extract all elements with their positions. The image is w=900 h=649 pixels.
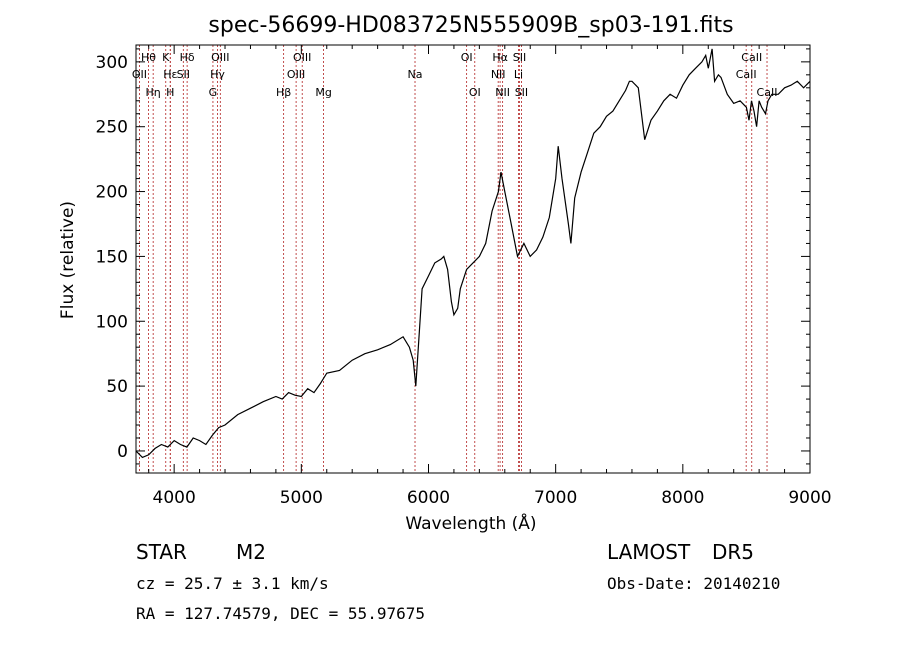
x-axis-label: Wavelength (Å) bbox=[405, 512, 536, 534]
x-tick-label: 6000 bbox=[407, 488, 450, 508]
emission-line-label: G bbox=[209, 86, 218, 99]
emission-line-label: Hε bbox=[163, 68, 177, 81]
x-tick-label: 8000 bbox=[661, 488, 704, 508]
emission-line-label: NII bbox=[491, 68, 506, 81]
object-class: STAR bbox=[136, 540, 187, 564]
emission-line-label: Mg bbox=[315, 86, 331, 99]
emission-line-label: Hα bbox=[492, 51, 508, 64]
coordinates: RA = 127.74579, DEC = 55.97675 bbox=[136, 604, 425, 623]
observation-date: Obs-Date: 20140210 bbox=[607, 574, 781, 593]
emission-line-label: OIII bbox=[287, 68, 305, 81]
emission-line-label: Li bbox=[514, 68, 523, 81]
x-axis-ticks: 4000 5000 6000 7000 8000 9000 bbox=[148, 45, 832, 508]
emission-line-label: OIII bbox=[211, 51, 229, 64]
chart-title: spec-56699-HD083725N555909B_sp03-191.fit… bbox=[208, 13, 733, 38]
plot-frame bbox=[135, 44, 811, 474]
emission-line-label: Hδ bbox=[180, 51, 195, 64]
emission-line-label: H bbox=[166, 86, 174, 99]
emission-line-label: SII bbox=[177, 68, 190, 81]
y-tick-label: 50 bbox=[106, 377, 128, 397]
emission-line-label: Na bbox=[408, 68, 423, 81]
y-tick-label: 100 bbox=[96, 312, 128, 332]
x-tick-label: 9000 bbox=[788, 488, 831, 508]
emission-line-label: NII bbox=[495, 86, 510, 99]
data-release: DR5 bbox=[712, 540, 755, 564]
emission-line-label: CaII bbox=[736, 68, 757, 81]
emission-line-label: OI bbox=[469, 86, 481, 99]
object-subclass: M2 bbox=[236, 540, 266, 564]
x-tick-label: 5000 bbox=[280, 488, 323, 508]
y-tick-label: 300 bbox=[96, 53, 128, 73]
redshift-velocity: cz = 25.7 ± 3.1 km/s bbox=[136, 574, 329, 593]
emission-line-label: SII bbox=[513, 51, 526, 64]
emission-line-label: CaII bbox=[757, 86, 778, 99]
spectrum-series-line bbox=[135, 48, 811, 459]
emission-line-markers bbox=[139, 45, 768, 473]
emission-line-label: Hθ bbox=[141, 51, 156, 64]
emission-line-label: OIII bbox=[293, 51, 311, 64]
x-tick-label: 4000 bbox=[153, 488, 196, 508]
emission-line-label: Hγ bbox=[210, 68, 225, 81]
emission-line-label: Hβ bbox=[276, 86, 291, 99]
y-tick-label: 250 bbox=[96, 118, 128, 138]
y-tick-label: 150 bbox=[96, 247, 128, 267]
survey-name: LAMOST bbox=[607, 540, 691, 564]
y-axis-ticks: 0 50 100 150 200 250 300 bbox=[96, 48, 810, 465]
y-axis-label: Flux (relative) bbox=[58, 201, 78, 319]
emission-line-label: K bbox=[162, 51, 170, 64]
emission-line-label: Hη bbox=[146, 86, 161, 99]
y-tick-label: 200 bbox=[96, 183, 128, 203]
emission-line-label: OI bbox=[461, 51, 473, 64]
x-tick-label: 7000 bbox=[534, 488, 577, 508]
emission-line-label: SII bbox=[515, 86, 528, 99]
emission-line-label: CaII bbox=[741, 51, 762, 64]
y-tick-label: 0 bbox=[117, 442, 128, 462]
